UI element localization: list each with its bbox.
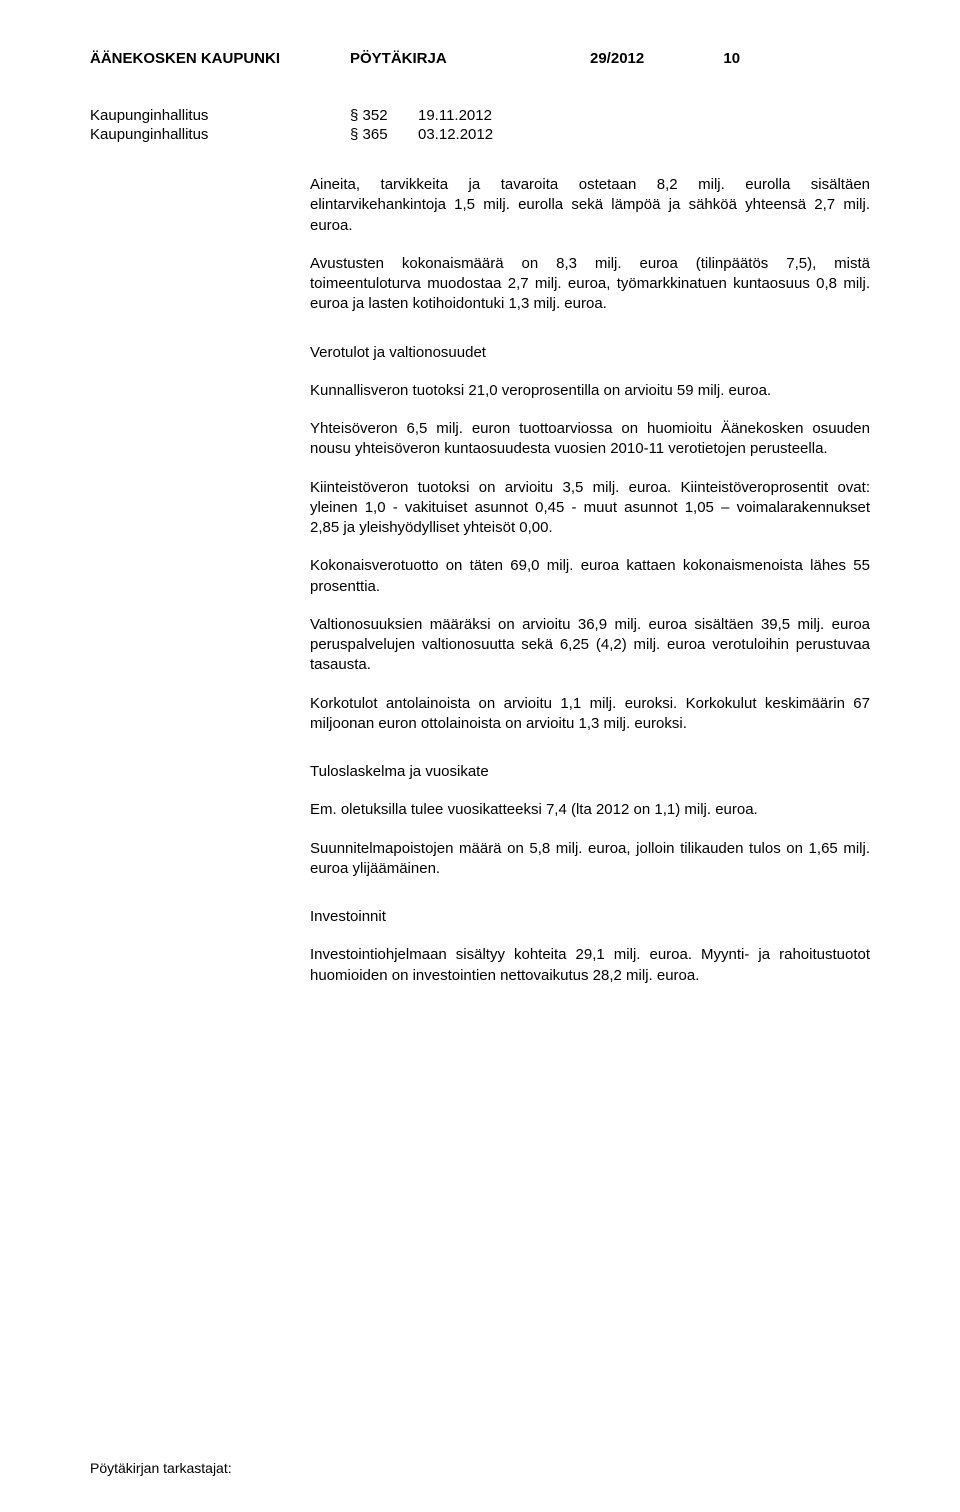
paragraph: Yhteisöveron 6,5 milj. euron tuottoarvio… [310,419,870,460]
meta-row: Kaupunginhallitus § 352 19.11.2012 [90,107,870,124]
paragraph: Valtionosuuksien määräksi on arvioitu 36… [310,615,870,676]
section-heading: Verotulot ja valtionosuudet [310,343,870,363]
paragraph: Em. oletuksilla tulee vuosikatteeksi 7,4… [310,800,870,820]
header-doc-type: PÖYTÄKIRJA [350,50,590,67]
meta-row: Kaupunginhallitus § 365 03.12.2012 [90,126,870,143]
header-org: ÄÄNEKOSKEN KAUPUNKI [90,50,350,67]
paragraph: Investointiohjelmaan sisältyy kohteita 2… [310,945,870,986]
footer-label: Pöytäkirjan tarkastajat: [90,1460,232,1476]
paragraph: Kiinteistöveron tuotoksi on arvioitu 3,5… [310,478,870,539]
page: ÄÄNEKOSKEN KAUPUNKI PÖYTÄKIRJA 29/2012 1… [0,0,960,1054]
paragraph: Aineita, tarvikkeita ja tavaroita osteta… [310,175,870,236]
doc-number: 29/2012 [590,50,644,67]
page-number: 10 [723,50,740,67]
meta-label: Kaupunginhallitus [90,126,350,143]
paragraph: Kunnallisveron tuotoksi 21,0 veroprosent… [310,381,870,401]
header-row: ÄÄNEKOSKEN KAUPUNKI PÖYTÄKIRJA 29/2012 1… [90,50,870,67]
header-doc-num: 29/2012 10 [590,50,870,67]
meta-rows: Kaupunginhallitus § 352 19.11.2012 Kaupu… [90,107,870,143]
section-heading: Investoinnit [310,907,870,927]
section-heading: Tuloslaskelma ja vuosikate [310,762,870,782]
meta-label: Kaupunginhallitus [90,107,350,124]
paragraph: Avustusten kokonaismäärä on 8,3 milj. eu… [310,254,870,315]
paragraph: Kokonaisverotuotto on täten 69,0 milj. e… [310,556,870,597]
meta-date: 19.11.2012 [418,107,492,124]
paragraph: Korkotulot antolainoista on arvioitu 1,1… [310,694,870,735]
meta-section: § 365 [350,126,418,143]
meta-section: § 352 [350,107,418,124]
content-body: Aineita, tarvikkeita ja tavaroita osteta… [310,175,870,986]
meta-date: 03.12.2012 [418,126,493,143]
paragraph: Suunnitelmapoistojen määrä on 5,8 milj. … [310,839,870,880]
